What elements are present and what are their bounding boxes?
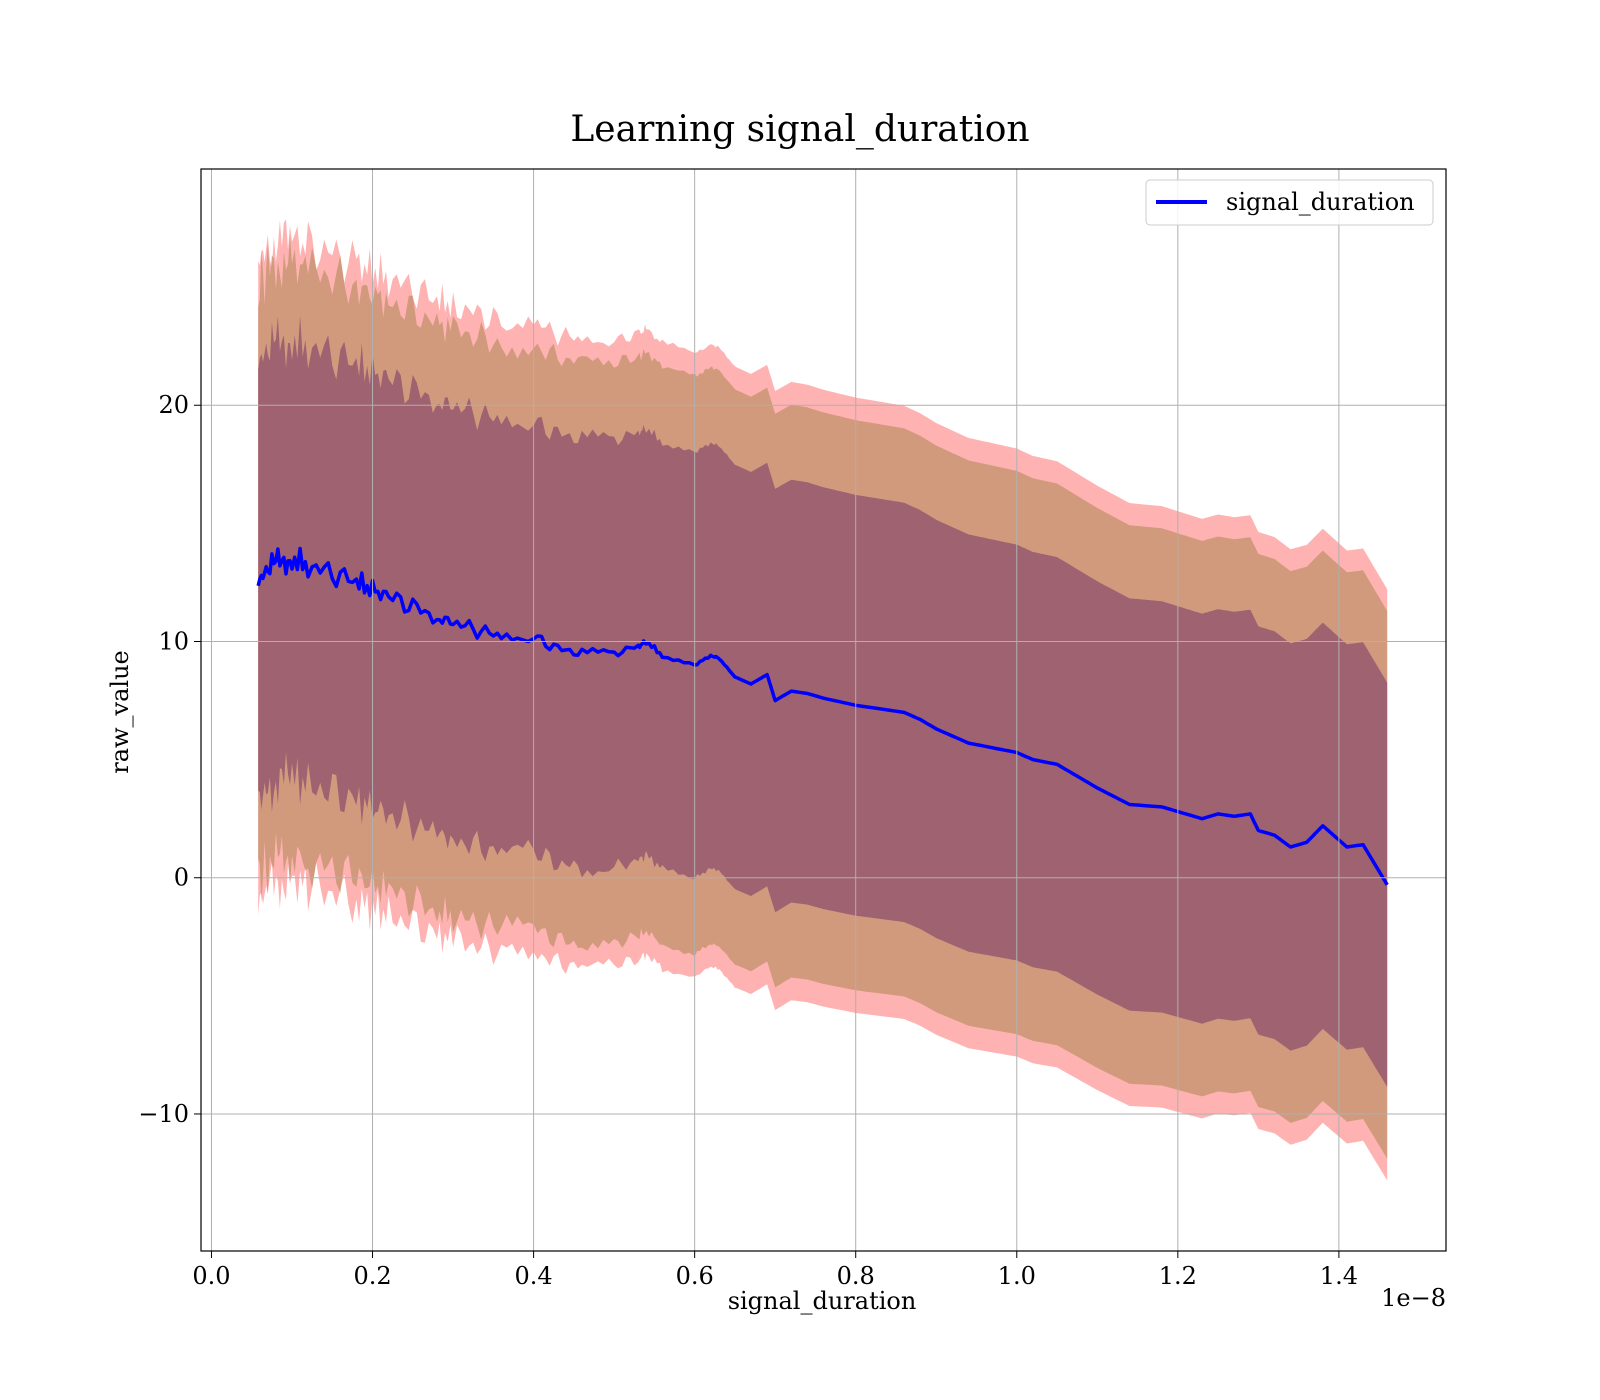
x-tick-label: 1.4 <box>1320 1262 1358 1290</box>
x-tick-label: 1.0 <box>998 1262 1036 1290</box>
chart-title: Learning signal_duration <box>570 109 1029 150</box>
x-tick-label: 0.4 <box>515 1262 553 1290</box>
x-tick-label: 0.0 <box>192 1262 230 1290</box>
legend: signal_duration <box>1145 179 1434 226</box>
legend-entry-signal-duration: signal_duration <box>1226 188 1415 216</box>
y-tick-label: 0 <box>174 864 189 892</box>
plot-area <box>256 219 1389 1181</box>
y-tick-label: 20 <box>158 391 189 419</box>
legend-box <box>1145 179 1434 226</box>
axes: 0.0 0.2 0.4 0.6 0.8 1.0 1.2 1.4 −10 0 10 20 <box>138 168 1447 1290</box>
x-tick-label: 0.6 <box>676 1262 714 1290</box>
grid <box>201 169 1446 1251</box>
y-axis-label: raw_value <box>106 650 134 774</box>
x-axis-label: signal_duration <box>728 1287 917 1315</box>
y-tick-label: 10 <box>158 627 189 655</box>
x-tick-label: 0.2 <box>353 1262 391 1290</box>
x-tick-label: 1.2 <box>1159 1262 1197 1290</box>
series-line-signal-duration <box>256 546 1389 886</box>
confidence-band-inner <box>258 315 1388 1087</box>
y-tick-label: −10 <box>138 1100 189 1128</box>
plot-frame <box>200 168 1447 1252</box>
x-offset-label: 1e−8 <box>1381 1284 1446 1312</box>
x-tick-label: 0.8 <box>837 1262 875 1290</box>
